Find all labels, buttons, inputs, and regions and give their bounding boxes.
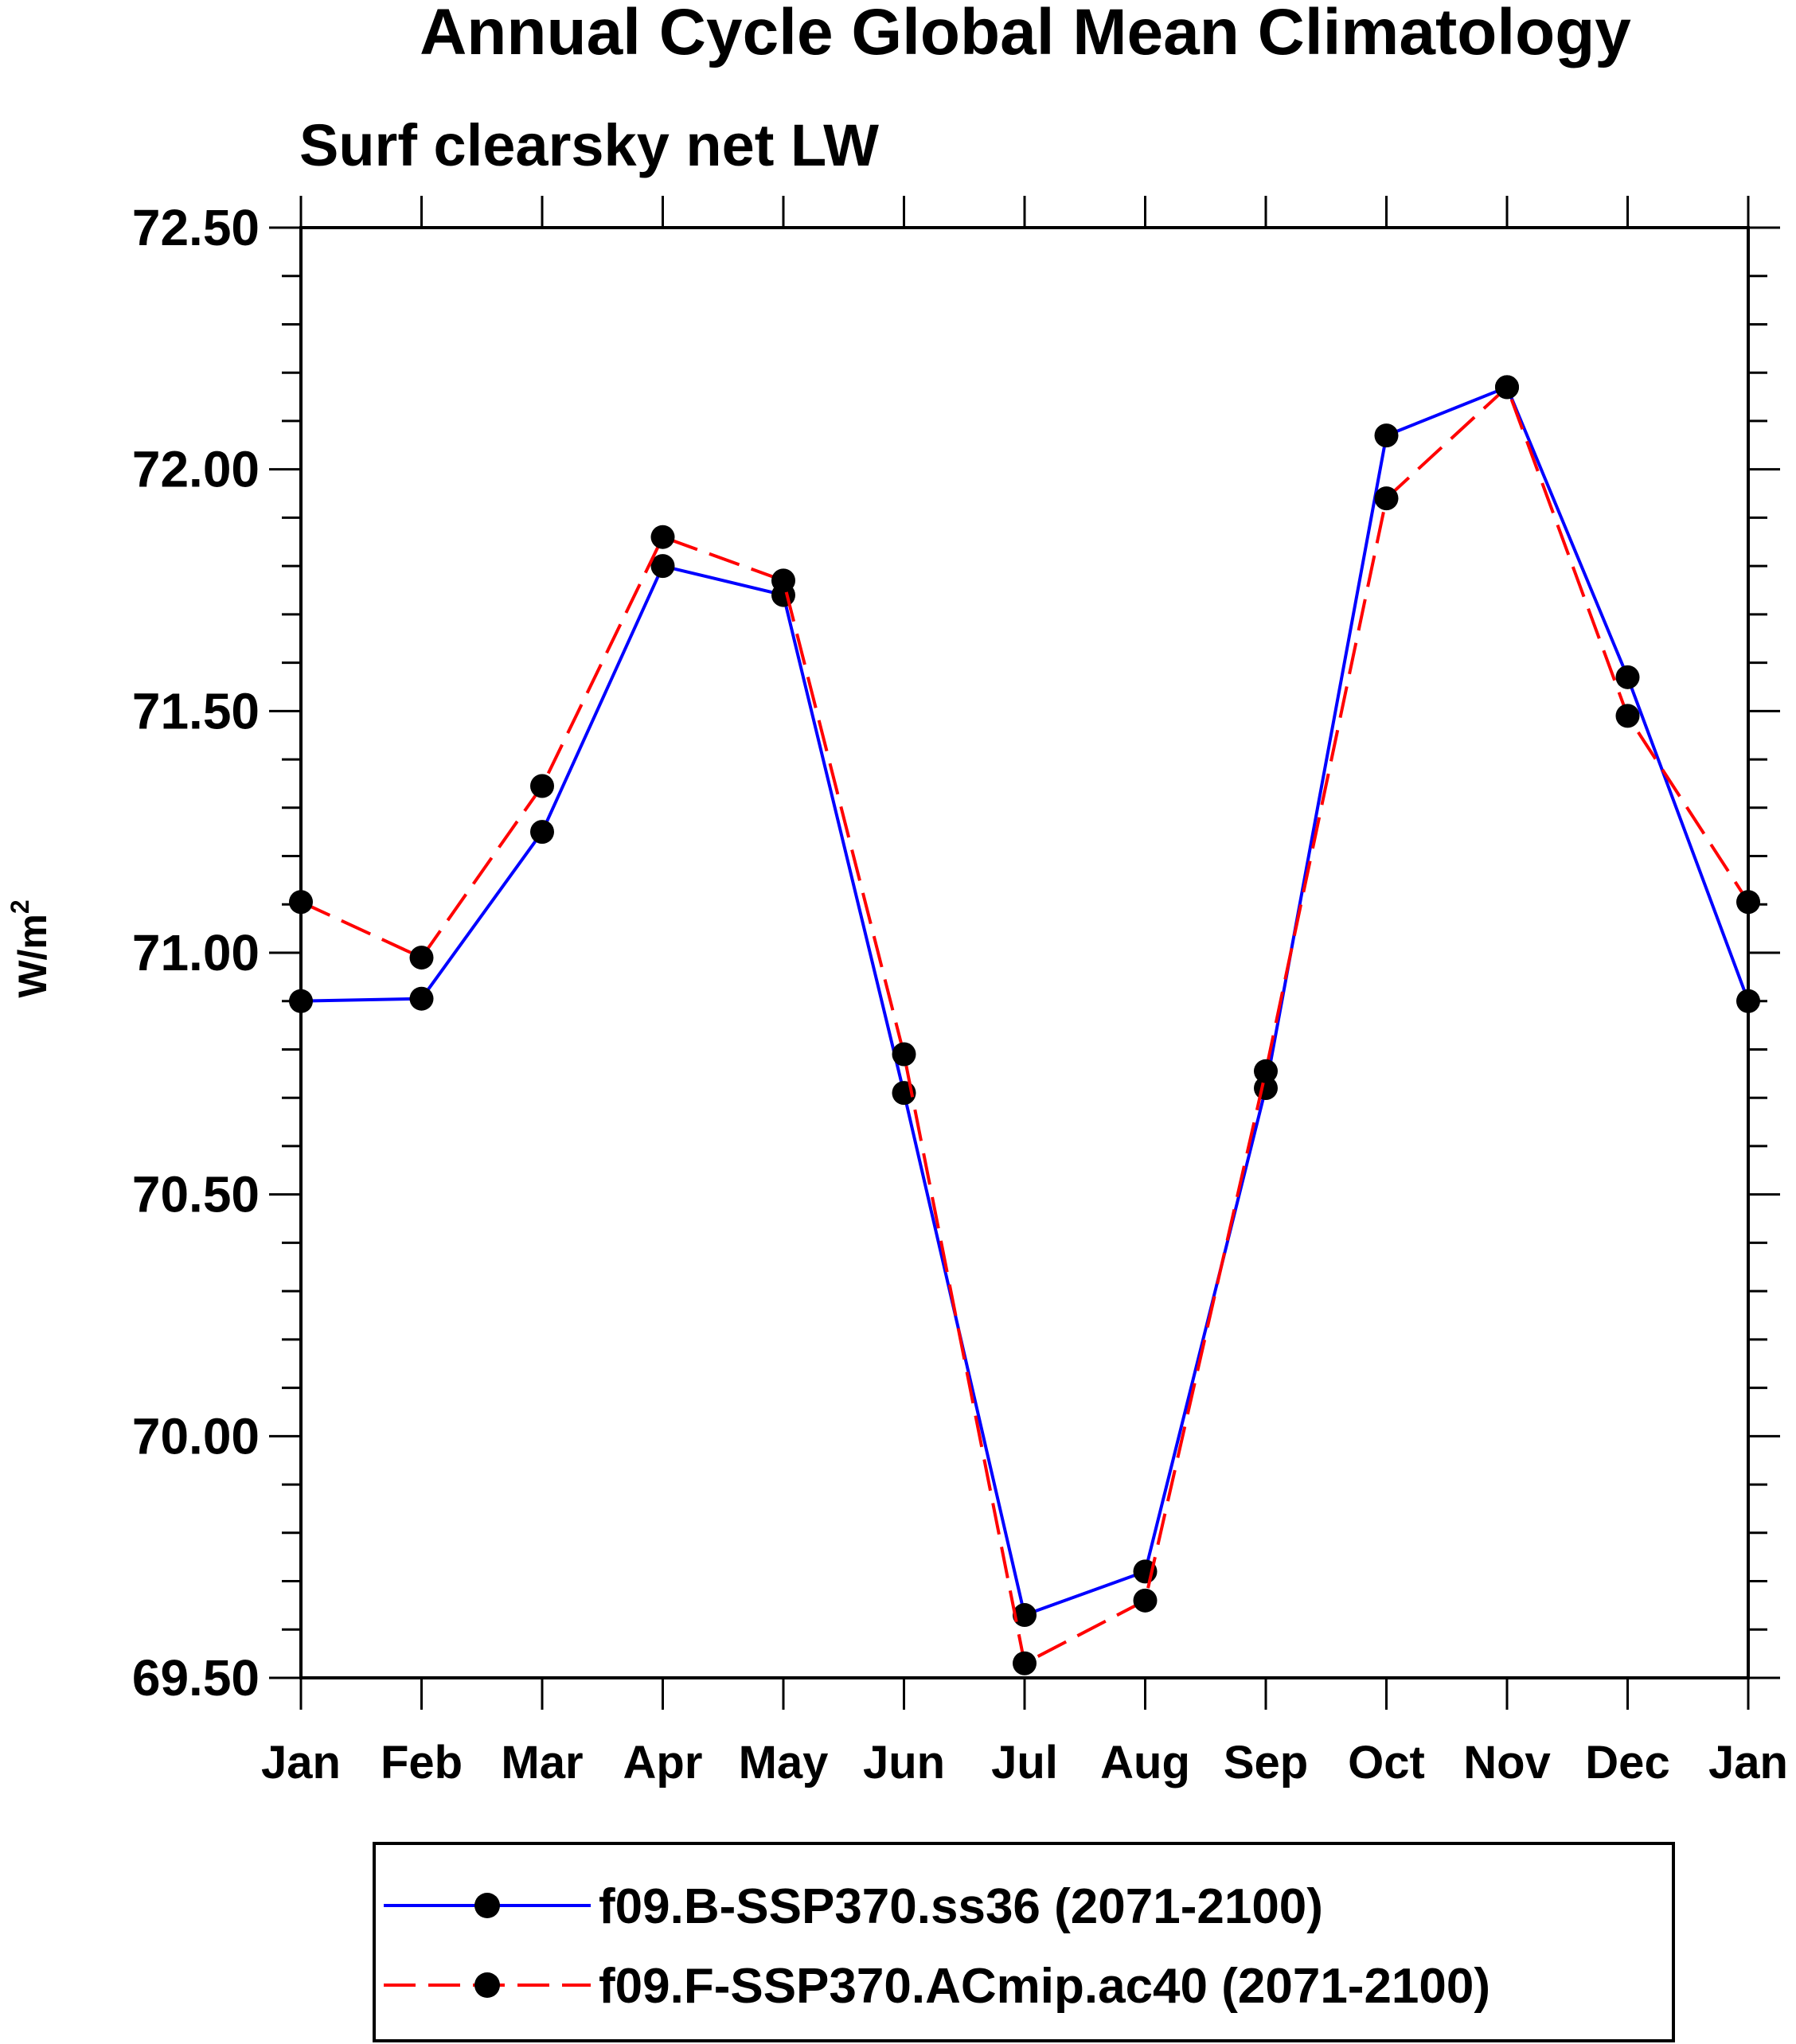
- legend: f09.B-SSP370.ss36 (2071-2100) f09.F-SSP37…: [373, 1842, 1675, 2042]
- legend-marker-2: [474, 1972, 500, 1998]
- y-tick-label: 70.50: [132, 1166, 260, 1223]
- series-layer: [289, 375, 1760, 1675]
- data-point: [409, 986, 434, 1011]
- y-axis-label: W/m2: [6, 899, 55, 997]
- data-point: [650, 554, 675, 579]
- x-tick-label: Aug: [1100, 1737, 1190, 1788]
- x-tick-label: Sep: [1224, 1737, 1308, 1788]
- legend-marker-1: [474, 1893, 500, 1918]
- x-tick-label: Oct: [1348, 1737, 1425, 1788]
- plot-frame: [299, 226, 1750, 1679]
- data-point: [1615, 704, 1640, 728]
- data-point: [409, 946, 434, 970]
- x-tick-label: Mar: [501, 1737, 583, 1788]
- ticks-layer: 69.50 70.00 70.50 71.00 71.50 72.00 72.50 Jan Fe…: [132, 196, 1788, 1788]
- x-tick-label: Apr: [623, 1737, 703, 1788]
- data-point: [530, 820, 554, 845]
- y-axis-label-superscript: 2: [6, 899, 34, 914]
- legend-label-2: f09.F-SSP370.ACmip.ac40 (2071-2100): [599, 1959, 1490, 2014]
- x-tick-label: Jan: [261, 1737, 341, 1788]
- legend-label-1: f09.B-SSP370.ss36 (2071-2100): [599, 1879, 1323, 1934]
- x-tick-label: Nov: [1463, 1737, 1551, 1788]
- chart-subtitle: Surf clearsky net LW: [299, 112, 879, 178]
- x-tick-label: Feb: [381, 1737, 463, 1788]
- chart-title: Annual Cycle Global Mean Climatology: [420, 0, 1631, 68]
- series-line: [300, 385, 1750, 1665]
- data-point: [1374, 423, 1399, 448]
- data-point: [1133, 1588, 1158, 1613]
- data-point: [1495, 375, 1519, 400]
- data-point: [771, 568, 795, 593]
- x-tick-label: May: [739, 1737, 829, 1788]
- x-tick-label: Dec: [1585, 1737, 1669, 1788]
- y-tick-label: 72.00: [132, 441, 260, 498]
- x-tick-label: Jun: [863, 1737, 945, 1788]
- data-point: [1254, 1059, 1278, 1083]
- series-2: [289, 375, 1760, 1675]
- data-point: [1374, 486, 1399, 511]
- y-tick-label: 70.00: [132, 1407, 260, 1465]
- y-tick-label: 71.50: [132, 682, 260, 739]
- x-tick-label: Jan: [1708, 1737, 1788, 1788]
- series-line: [300, 385, 1750, 1617]
- data-point: [1013, 1603, 1037, 1628]
- data-point: [530, 774, 554, 798]
- series-1: [289, 375, 1760, 1628]
- data-point: [1013, 1651, 1037, 1675]
- legend-box: [373, 1842, 1675, 2042]
- data-point: [892, 1042, 916, 1067]
- data-point: [650, 525, 675, 549]
- y-tick-label: 69.50: [132, 1649, 260, 1707]
- y-tick-label: 71.00: [132, 924, 260, 981]
- x-tick-label: Jul: [991, 1737, 1058, 1788]
- data-point: [1615, 665, 1640, 689]
- y-axis-label-text: W/m: [10, 914, 55, 998]
- y-tick-label: 72.50: [132, 199, 260, 256]
